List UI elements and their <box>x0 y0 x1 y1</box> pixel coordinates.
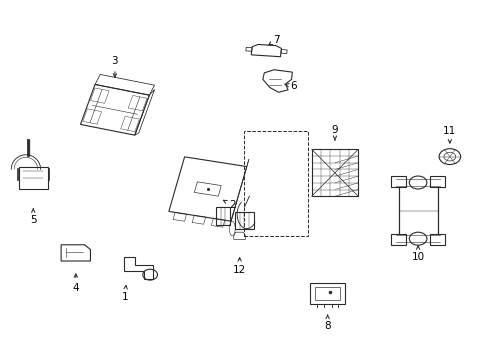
Text: 9: 9 <box>331 125 338 140</box>
Bar <box>309 283 345 304</box>
Bar <box>216 207 229 225</box>
Text: 11: 11 <box>442 126 456 143</box>
Text: 5: 5 <box>30 209 37 225</box>
Text: 1: 1 <box>121 285 128 302</box>
Text: 4: 4 <box>72 274 79 293</box>
Bar <box>314 287 340 300</box>
Text: 2: 2 <box>223 200 235 210</box>
Text: 12: 12 <box>232 258 246 275</box>
Bar <box>19 167 48 189</box>
Bar <box>234 212 254 229</box>
Text: 7: 7 <box>268 35 279 45</box>
Text: 8: 8 <box>324 315 330 331</box>
Text: 10: 10 <box>411 246 424 262</box>
Bar <box>311 149 357 196</box>
Bar <box>244 131 307 236</box>
Text: 3: 3 <box>111 56 118 77</box>
Text: 6: 6 <box>284 81 296 91</box>
